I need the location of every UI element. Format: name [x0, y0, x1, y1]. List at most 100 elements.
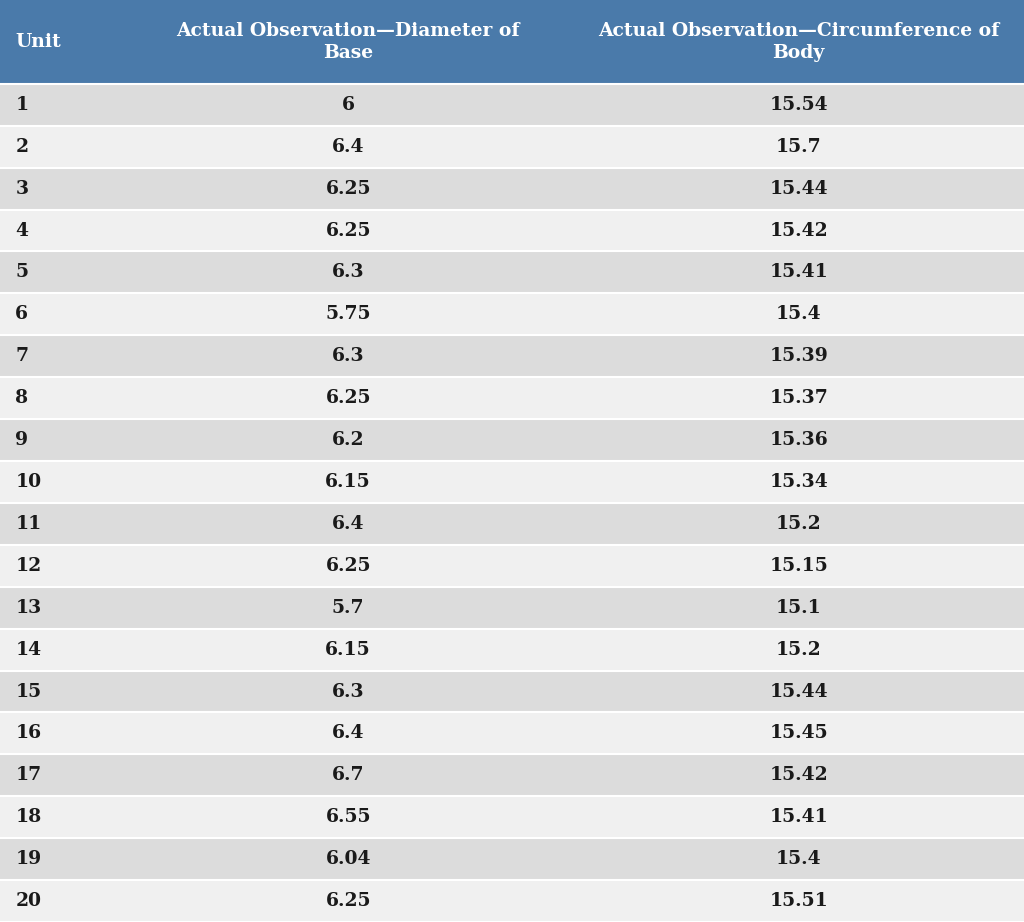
- Bar: [0, 125, 123, 168]
- Text: 15.41: 15.41: [769, 809, 828, 826]
- Bar: [573, 336, 1024, 377]
- Bar: [123, 420, 573, 461]
- Bar: [0, 420, 123, 461]
- Bar: [0, 168, 123, 209]
- Bar: [573, 713, 1024, 754]
- Text: 6: 6: [342, 96, 354, 113]
- Bar: [123, 0, 573, 84]
- Bar: [123, 881, 573, 922]
- Text: 6.25: 6.25: [326, 892, 371, 910]
- Bar: [573, 0, 1024, 84]
- Text: 15.51: 15.51: [769, 892, 828, 910]
- Bar: [573, 502, 1024, 545]
- Text: 6.4: 6.4: [332, 137, 365, 156]
- Text: 15.2: 15.2: [776, 641, 821, 658]
- Bar: [123, 629, 573, 670]
- Text: 17: 17: [15, 766, 42, 785]
- Bar: [573, 209, 1024, 252]
- Bar: [0, 545, 123, 586]
- Text: 6.15: 6.15: [326, 473, 371, 491]
- Text: 15.37: 15.37: [769, 389, 828, 408]
- Text: Actual Observation—Circumference of
Body: Actual Observation—Circumference of Body: [598, 22, 999, 62]
- Text: 6.55: 6.55: [326, 809, 371, 826]
- Bar: [123, 125, 573, 168]
- Bar: [0, 502, 123, 545]
- Bar: [573, 670, 1024, 713]
- Text: 7: 7: [15, 348, 29, 365]
- Bar: [573, 586, 1024, 629]
- Text: 15.4: 15.4: [776, 305, 821, 324]
- Bar: [573, 168, 1024, 209]
- Bar: [123, 168, 573, 209]
- Bar: [123, 252, 573, 293]
- Bar: [0, 754, 123, 797]
- Bar: [0, 336, 123, 377]
- Text: 15.15: 15.15: [769, 557, 828, 574]
- Text: 1: 1: [15, 96, 29, 113]
- Text: 15.45: 15.45: [769, 725, 828, 742]
- Text: 15.34: 15.34: [769, 473, 828, 491]
- Text: 4: 4: [15, 221, 29, 240]
- Text: Actual Observation—Diameter of
Base: Actual Observation—Diameter of Base: [176, 22, 520, 62]
- Bar: [573, 461, 1024, 502]
- Text: 5: 5: [15, 264, 29, 281]
- Bar: [123, 293, 573, 336]
- Bar: [573, 84, 1024, 125]
- Bar: [573, 754, 1024, 797]
- Text: 16: 16: [15, 725, 42, 742]
- Text: 3: 3: [15, 180, 29, 197]
- Text: 13: 13: [15, 598, 42, 617]
- Bar: [123, 797, 573, 838]
- Text: 9: 9: [15, 431, 29, 449]
- Text: 12: 12: [15, 557, 42, 574]
- Bar: [0, 838, 123, 881]
- Bar: [123, 754, 573, 797]
- Text: 15.36: 15.36: [769, 431, 828, 449]
- Text: 15.44: 15.44: [769, 180, 828, 197]
- Text: 8: 8: [15, 389, 29, 408]
- Bar: [0, 209, 123, 252]
- Text: 10: 10: [15, 473, 42, 491]
- Bar: [0, 252, 123, 293]
- Bar: [573, 838, 1024, 881]
- Bar: [123, 377, 573, 420]
- Bar: [123, 84, 573, 125]
- Text: Unit: Unit: [15, 33, 61, 51]
- Bar: [123, 461, 573, 502]
- Bar: [123, 209, 573, 252]
- Bar: [573, 545, 1024, 586]
- Bar: [573, 629, 1024, 670]
- Text: 14: 14: [15, 641, 42, 658]
- Bar: [123, 670, 573, 713]
- Text: 6.4: 6.4: [332, 514, 365, 533]
- Bar: [573, 881, 1024, 922]
- Text: 20: 20: [15, 892, 41, 910]
- Text: 6.25: 6.25: [326, 180, 371, 197]
- Text: 6.3: 6.3: [332, 264, 365, 281]
- Bar: [573, 377, 1024, 420]
- Text: 15.2: 15.2: [776, 514, 821, 533]
- Text: 6.25: 6.25: [326, 557, 371, 574]
- Bar: [0, 670, 123, 713]
- Text: 15.4: 15.4: [776, 850, 821, 869]
- Text: 6.2: 6.2: [332, 431, 365, 449]
- Bar: [0, 629, 123, 670]
- Bar: [123, 713, 573, 754]
- Text: 6: 6: [15, 305, 29, 324]
- Bar: [573, 125, 1024, 168]
- Text: 15.39: 15.39: [769, 348, 828, 365]
- Bar: [0, 293, 123, 336]
- Text: 5.7: 5.7: [332, 598, 365, 617]
- Bar: [573, 797, 1024, 838]
- Text: 15.44: 15.44: [769, 682, 828, 701]
- Bar: [123, 502, 573, 545]
- Bar: [0, 0, 123, 84]
- Text: 6.4: 6.4: [332, 725, 365, 742]
- Text: 6.3: 6.3: [332, 682, 365, 701]
- Bar: [573, 252, 1024, 293]
- Text: 6.3: 6.3: [332, 348, 365, 365]
- Text: 11: 11: [15, 514, 42, 533]
- Bar: [123, 336, 573, 377]
- Text: 15.42: 15.42: [769, 766, 828, 785]
- Text: 15.1: 15.1: [776, 598, 821, 617]
